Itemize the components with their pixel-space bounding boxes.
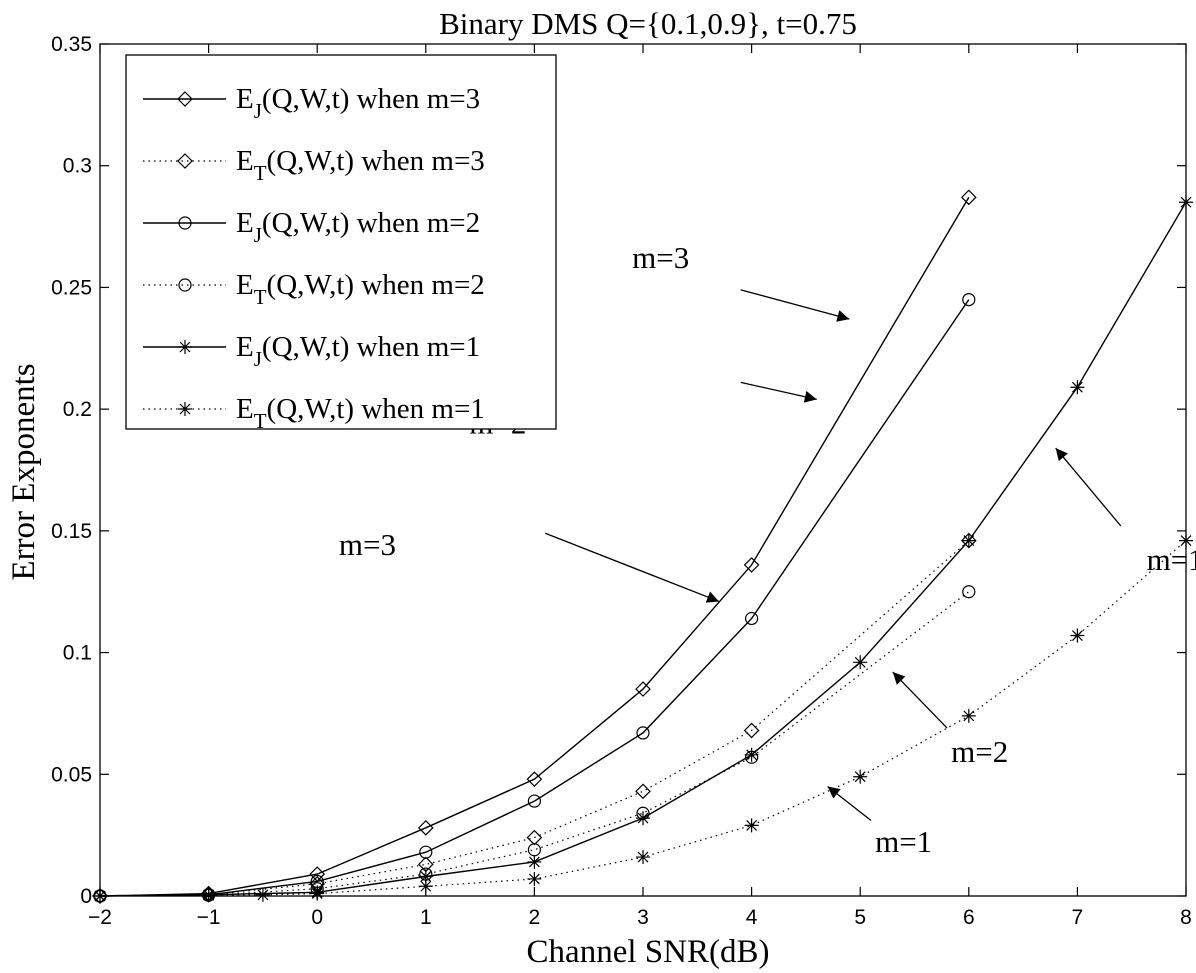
data-point-EJ_m3 bbox=[635, 681, 651, 697]
data-point-ET_m3 bbox=[743, 722, 760, 739]
legend-item-EJ_m3: EJ(Q,W,t) when m=3 bbox=[143, 83, 480, 123]
data-point-ET_m1 bbox=[255, 887, 270, 902]
y-tick-label: 0.15 bbox=[51, 520, 92, 543]
data-point-ET_m3 bbox=[635, 783, 651, 800]
legend-item-EJ_m2: EJ(Q,W,t) when m=2 bbox=[143, 207, 480, 247]
legend-marker bbox=[178, 216, 192, 230]
annotation-arrow bbox=[1055, 447, 1122, 527]
data-point-ET_m1 bbox=[527, 871, 542, 886]
y-tick-label: 0.1 bbox=[63, 642, 92, 665]
data-point-ET_m1 bbox=[1179, 533, 1193, 548]
series-line-ET_m1 bbox=[99, 540, 1187, 897]
data-point-EJ_m1 bbox=[1179, 195, 1193, 210]
x-tick-label: 6 bbox=[963, 906, 975, 929]
y-tick-label: 0.2 bbox=[63, 398, 92, 421]
data-point-ET_m1 bbox=[418, 879, 433, 894]
y-tick-label: 0.25 bbox=[51, 276, 92, 299]
data-point-ET_m1 bbox=[1070, 628, 1085, 643]
data-point-EJ_m1 bbox=[853, 655, 868, 670]
legend-item-ET_m2: ET(Q,W,t) when m=2 bbox=[143, 269, 485, 309]
data-point-EJ_m2 bbox=[419, 845, 433, 859]
data-point-ET_m1 bbox=[636, 850, 650, 865]
legend: EJ(Q,W,t) when m=3 ET(Q,W,t) when m=3 EJ(Q… bbox=[125, 54, 557, 433]
legend-marker bbox=[178, 278, 192, 292]
legend-label: ET(Q,W,t) when m=1 bbox=[236, 393, 485, 433]
legend-marker bbox=[178, 402, 192, 416]
x-tick-label: −2 bbox=[88, 906, 112, 929]
data-point-EJ_m1 bbox=[1070, 380, 1085, 395]
legend-label: EJ(Q,W,t) when m=1 bbox=[236, 331, 480, 371]
annotation-arrow bbox=[740, 381, 817, 403]
plot-area: −2 −1 0 1 2 3 4 5 6 7 8 0 0.05 0.1 0.15 0.2 0.25 0.3 0.35 m… bbox=[51, 33, 1196, 929]
series-ET_m3 bbox=[92, 532, 977, 904]
data-point-EJ_m3 bbox=[743, 557, 760, 573]
y-tick-label: 0.35 bbox=[51, 33, 92, 56]
y-tick-label: 0.3 bbox=[63, 155, 92, 178]
x-axis-label: Channel SNR(dB) bbox=[527, 934, 770, 970]
data-point-ET_m1 bbox=[744, 818, 759, 833]
data-point-EJ_m3 bbox=[526, 771, 543, 788]
legend-marker bbox=[177, 153, 193, 169]
series-line-EJ_m3 bbox=[99, 197, 970, 897]
data-point-ET_m3 bbox=[417, 856, 434, 873]
series-line-ET_m2 bbox=[99, 591, 970, 897]
data-point-ET_m3 bbox=[526, 829, 543, 846]
series-ET_m2 bbox=[93, 585, 976, 903]
annotation-arrow bbox=[892, 671, 948, 729]
data-point-EJ_m1 bbox=[636, 811, 650, 826]
x-tick-label: 7 bbox=[1072, 906, 1084, 929]
x-tick-label: 8 bbox=[1180, 906, 1192, 929]
legend-label: EJ(Q,W,t) when m=3 bbox=[236, 83, 480, 123]
legend-item-ET_m3: ET(Q,W,t) when m=3 bbox=[143, 145, 485, 185]
legend-item-EJ_m1: EJ(Q,W,t) when m=1 bbox=[143, 331, 480, 371]
y-axis-label: Error Exponents bbox=[6, 363, 42, 580]
x-tick-label: 3 bbox=[637, 906, 649, 929]
data-point-ET_m2 bbox=[527, 843, 542, 857]
data-point-ET_m1 bbox=[961, 708, 976, 723]
series-line-EJ_m2 bbox=[99, 299, 970, 897]
data-point-EJ_m1 bbox=[961, 533, 976, 548]
series-line-ET_m3 bbox=[99, 540, 970, 897]
annotation-label: m=1 bbox=[875, 824, 932, 859]
legend-label: ET(Q,W,t) when m=2 bbox=[236, 269, 485, 309]
data-point-EJ_m2 bbox=[962, 293, 976, 307]
data-point-EJ_m1 bbox=[744, 747, 759, 762]
data-point-EJ_m2 bbox=[744, 611, 759, 626]
data-point-ET_m1 bbox=[201, 888, 216, 903]
data-point-ET_m1 bbox=[93, 889, 107, 903]
legend-marker bbox=[177, 91, 193, 107]
series-ET_m1 bbox=[93, 533, 1193, 903]
data-point-EJ_m3 bbox=[960, 189, 977, 206]
y-tick-label: 0.05 bbox=[51, 763, 92, 786]
annotation-label: m=3 bbox=[632, 240, 689, 275]
legend-label: ET(Q,W,t) when m=3 bbox=[236, 145, 485, 185]
annotation-label: m=2 bbox=[951, 734, 1008, 769]
data-point-EJ_m1 bbox=[418, 869, 433, 884]
annotation-arrow bbox=[827, 785, 872, 822]
annotation-label: m=1 bbox=[1147, 542, 1196, 577]
annotation-arrow bbox=[545, 532, 720, 603]
data-point-ET_m1 bbox=[853, 769, 868, 784]
data-point-EJ_m3 bbox=[417, 819, 434, 836]
legend-item-ET_m1: ET(Q,W,t) when m=1 bbox=[143, 393, 485, 433]
data-point-EJ_m2 bbox=[636, 726, 650, 740]
legend-label: EJ(Q,W,t) when m=2 bbox=[236, 207, 480, 247]
y-tick-label: 0 bbox=[80, 885, 92, 908]
x-tick-label: 4 bbox=[746, 906, 758, 929]
annotation-arrow bbox=[740, 289, 850, 322]
data-point-EJ_m1 bbox=[527, 854, 542, 869]
legend-box bbox=[125, 54, 557, 430]
x-tick-label: −1 bbox=[197, 906, 221, 929]
x-tick-label: 2 bbox=[529, 906, 541, 929]
legend-marker bbox=[178, 340, 192, 354]
x-tick-label: 5 bbox=[854, 906, 866, 929]
data-point-ET_m2 bbox=[962, 585, 976, 599]
data-point-ET_m1 bbox=[310, 886, 325, 901]
chart-title: Binary DMS Q={0.1,0.9}, t=0.75 bbox=[439, 6, 857, 41]
data-point-EJ_m2 bbox=[527, 794, 542, 808]
x-tick-label: 1 bbox=[420, 906, 432, 929]
annotation-label: m=3 bbox=[339, 527, 396, 562]
x-tick-label: 0 bbox=[311, 906, 323, 929]
